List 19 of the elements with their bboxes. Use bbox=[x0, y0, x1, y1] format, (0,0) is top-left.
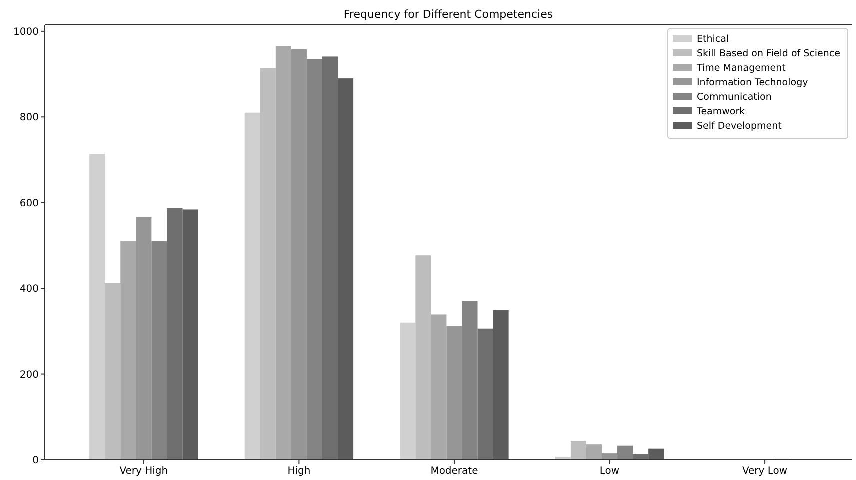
legend-label: Communication bbox=[697, 92, 772, 103]
x-tick-label: Very Low bbox=[742, 466, 788, 477]
chart-title: Frequency for Different Competencies bbox=[344, 8, 554, 21]
y-tick-label: 600 bbox=[20, 198, 39, 210]
x-tick-label: Very High bbox=[120, 466, 168, 477]
y-tick-label: 1000 bbox=[14, 26, 39, 38]
y-tick-label: 800 bbox=[20, 112, 39, 124]
legend-label: Ethical bbox=[697, 34, 730, 45]
y-tick-label: 0 bbox=[32, 456, 39, 466]
x-tick-label: Low bbox=[600, 466, 620, 477]
x-tick-label: High bbox=[288, 466, 311, 477]
legend-label: Teamwork bbox=[696, 106, 746, 118]
y-tick-label: 400 bbox=[20, 284, 39, 296]
legend-label: Skill Based on Field of Science bbox=[697, 48, 841, 60]
legend-label: Time Management bbox=[696, 62, 786, 74]
legend-label: Information Technology bbox=[697, 77, 809, 88]
y-tick-label: 200 bbox=[20, 370, 39, 381]
x-tick-label: Moderate bbox=[430, 466, 478, 477]
legend-label: Self Development bbox=[697, 120, 782, 132]
